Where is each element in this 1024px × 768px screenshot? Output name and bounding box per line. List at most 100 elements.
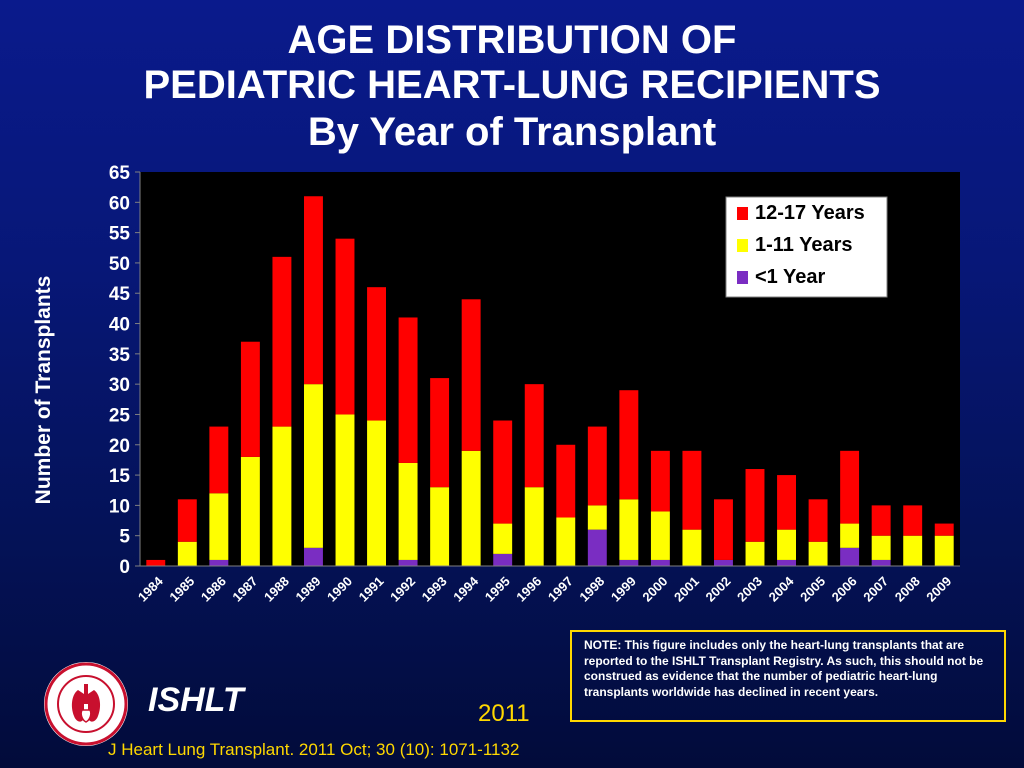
bar-2002-series-0	[714, 559, 733, 566]
bar-1998-series-1	[587, 505, 607, 530]
x-tick-label: 2002	[703, 574, 734, 605]
x-tick-label: 1989	[293, 574, 324, 605]
bar-2007-series-1	[871, 535, 891, 560]
bar-2009-series-2	[934, 523, 954, 536]
bar-1993-series-2	[430, 378, 450, 488]
bar-1984-series-2	[146, 559, 166, 566]
x-tick-label: 2004	[766, 573, 798, 605]
x-tick-label: 1994	[450, 573, 482, 605]
legend-swatch	[737, 207, 748, 220]
bar-2007-series-2	[871, 505, 891, 536]
bar-1998-series-2	[587, 426, 607, 506]
y-tick-label: 55	[109, 224, 131, 245]
bar-1989-series-1	[304, 384, 323, 548]
bar-1994-series-1	[461, 450, 481, 566]
bar-1985-series-1	[177, 541, 197, 566]
x-tick-label: 1985	[166, 574, 197, 605]
bar-2007-series-0	[871, 559, 891, 566]
bar-2000-series-0	[650, 559, 670, 566]
x-tick-label: 2000	[639, 574, 670, 605]
bar-2000-series-2	[650, 450, 670, 512]
bar-1998-series-0	[587, 529, 607, 566]
citation: J Heart Lung Transplant. 2011 Oct; 30 (1…	[108, 740, 520, 759]
bar-1996-series-1	[524, 487, 544, 566]
bar-1989-series-2	[304, 196, 323, 385]
y-tick-label: 0	[119, 557, 130, 578]
bar-1989-series-0	[304, 547, 323, 566]
y-tick-label: 65	[109, 163, 131, 184]
y-tick-label: 5	[119, 527, 130, 548]
x-tick-label: 1986	[198, 574, 229, 605]
bar-2008-series-2	[903, 505, 923, 536]
bar-1992-series-1	[398, 462, 418, 560]
y-axis-label: Number of Transplants	[32, 276, 55, 505]
x-tick-label: 1988	[261, 574, 292, 605]
slide-title-line-2: PEDIATRIC HEART-LUNG RECIPIENTS	[143, 63, 881, 107]
legend-label: 1-11 Years	[755, 234, 853, 256]
x-tick-label: 1997	[545, 574, 576, 605]
bar-2002-series-2	[714, 499, 733, 560]
bar-1990-series-2	[335, 238, 355, 415]
bar-1997-series-1	[556, 517, 576, 566]
bar-1990-series-1	[335, 414, 355, 566]
x-tick-label: 2003	[734, 574, 765, 605]
x-tick-label: 2005	[797, 574, 828, 605]
bar-1993-series-1	[430, 487, 450, 566]
org-name: ISHLT	[148, 681, 244, 719]
y-tick-label: 40	[109, 315, 130, 336]
y-tick-label: 25	[109, 405, 131, 426]
x-tick-label: 1990	[324, 574, 355, 605]
bar-2005-series-2	[808, 499, 828, 542]
x-tick-label: 2007	[860, 574, 891, 605]
x-tick-label: 1993	[419, 574, 450, 605]
bar-2004-series-2	[777, 475, 796, 530]
bar-1999-series-0	[619, 559, 639, 566]
bar-1995-series-0	[493, 553, 513, 566]
y-tick-label: 20	[109, 436, 130, 457]
bar-1985-series-2	[177, 499, 197, 542]
bar-1991-series-2	[367, 287, 386, 421]
x-tick-label: 1992	[387, 574, 418, 605]
bar-1995-series-1	[493, 523, 513, 554]
x-tick-label: 2008	[892, 574, 923, 605]
bar-1997-series-2	[556, 444, 576, 518]
bar-2001-series-2	[682, 450, 702, 530]
bar-2004-series-1	[777, 529, 796, 560]
legend-swatch	[737, 271, 748, 284]
bar-1987-series-1	[240, 456, 260, 566]
note-box: NOTE: This figure includes only the hear…	[570, 630, 1006, 722]
y-tick-label: 50	[109, 254, 130, 275]
bar-2001-series-1	[682, 529, 702, 566]
bar-2006-series-0	[840, 547, 860, 566]
bar-1986-series-2	[209, 426, 229, 494]
slide-subtitle: By Year of Transplant	[307, 110, 717, 154]
bar-2000-series-1	[650, 511, 670, 560]
x-tick-label: 1996	[513, 574, 544, 605]
bar-1999-series-1	[619, 499, 639, 560]
bar-1996-series-2	[524, 384, 544, 488]
legend-swatch	[737, 239, 748, 252]
y-tick-label: 15	[109, 466, 131, 487]
x-tick-label: 1991	[356, 574, 387, 605]
x-tick-label: 1999	[608, 574, 639, 605]
bar-1986-series-0	[209, 559, 229, 566]
bar-1988-series-2	[272, 256, 292, 427]
bar-1995-series-2	[493, 420, 513, 524]
x-tick-label: 2001	[671, 574, 702, 605]
bar-1992-series-2	[398, 317, 418, 463]
bar-1987-series-2	[240, 341, 260, 457]
bar-2008-series-1	[903, 535, 923, 566]
y-tick-label: 30	[109, 375, 130, 396]
bar-2005-series-1	[808, 541, 828, 566]
x-tick-label: 2006	[829, 574, 860, 605]
x-tick-label: 2009	[923, 574, 954, 605]
x-tick-label: 1984	[135, 573, 167, 605]
bar-1991-series-1	[367, 420, 386, 566]
legend-label: 12-17 Years	[755, 202, 865, 224]
y-tick-label: 35	[109, 345, 131, 366]
legend-label: <1 Year	[755, 266, 825, 288]
x-tick-label: 1998	[576, 574, 607, 605]
slide-title-line-1: AGE DISTRIBUTION OF	[287, 18, 737, 62]
bar-2009-series-1	[934, 535, 954, 566]
